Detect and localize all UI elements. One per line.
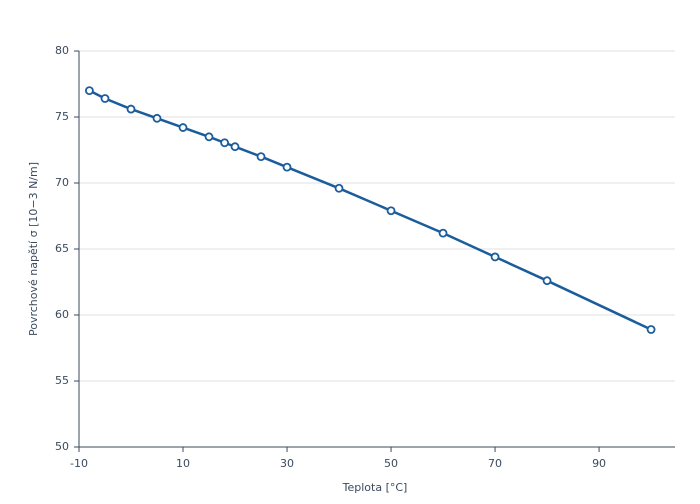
data-point	[386, 206, 396, 216]
y-tick-label: 70	[55, 176, 69, 189]
y-tick-label: 65	[55, 242, 69, 255]
data-point	[256, 152, 266, 162]
x-tick-label: 30	[280, 457, 294, 470]
data-point	[646, 325, 656, 334]
data-point	[282, 162, 292, 172]
data-point	[334, 183, 344, 193]
data-point	[152, 113, 162, 123]
x-tick-label: 10	[176, 457, 190, 470]
x-tick-label: 90	[592, 457, 606, 470]
y-axis-label: Povrchové napětí σ [10−3 N/m]	[27, 162, 40, 336]
y-tick-label: 50	[55, 440, 69, 453]
x-tick-label: 70	[488, 457, 502, 470]
y-tick-label: 60	[55, 308, 69, 321]
data-line	[88, 89, 652, 331]
y-tick-label: 55	[55, 374, 69, 387]
y-tick-label: 75	[55, 110, 69, 123]
data-point	[126, 104, 136, 114]
data-point	[220, 138, 230, 148]
data-point	[230, 142, 240, 152]
data-point	[438, 228, 448, 238]
data-point	[542, 276, 552, 286]
x-tick-label: 50	[384, 457, 398, 470]
x-tick-label: -10	[70, 457, 88, 470]
data-point	[85, 86, 94, 95]
data-point	[178, 123, 188, 132]
data-point	[204, 132, 214, 142]
x-axis-label: Teplota [°C]	[342, 481, 408, 494]
y-tick-label: 80	[55, 44, 69, 57]
data-point	[100, 94, 110, 103]
data-point	[490, 252, 500, 262]
